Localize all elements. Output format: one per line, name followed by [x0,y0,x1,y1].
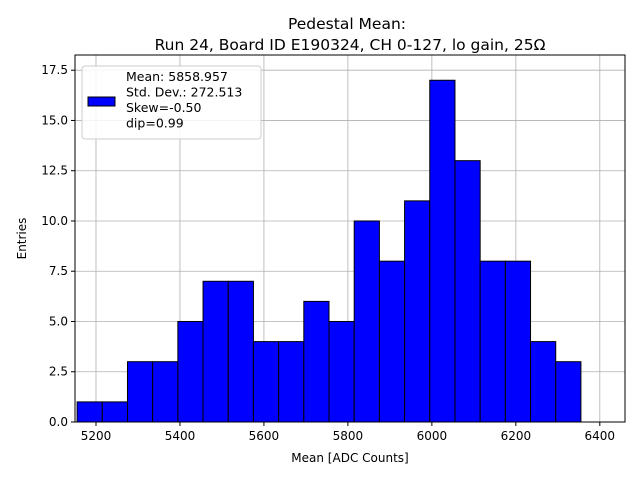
histogram-bar-9 [303,300,330,423]
histogram-bar-5 [202,280,229,423]
histogram-bars [76,79,582,423]
histogram-bar-16 [479,260,506,423]
x-tick-label-6: 6400 [585,429,616,443]
histogram-bar-3 [152,361,179,423]
chart-title-line-2: Run 24, Board ID E190324, CH 0-127, lo g… [155,36,546,54]
plot-frame [74,54,626,423]
legend-swatch [87,96,116,107]
histogram-bar-0 [76,401,103,423]
legend-dip-text: dip=0.99 [126,116,184,131]
x-axis-label: Mean [ADC Counts] [291,451,408,465]
histogram-bar-12 [378,260,406,423]
y-tick-label-4: 10.0 [41,214,68,228]
histogram-bar-7 [252,341,280,423]
axis-ticks: 5200 5400 5600 5800 6000 6200 6400 0.0 2.5 5.0 7.5… [41,63,615,443]
legend-skew-text: Skew=-0.50 [126,100,202,115]
x-tick-label-3: 5800 [333,429,364,443]
chart-title-line-1: Pedestal Mean: [288,15,406,33]
histogram-bar-17 [504,260,532,423]
x-tick-label-0: 5200 [81,429,112,443]
x-tick-label-5: 6200 [501,429,532,443]
y-tick-label-1: 2.5 [49,365,68,379]
histogram-bar-4 [177,320,204,423]
y-tick-label-3: 7.5 [49,264,68,278]
histogram-bar-10 [328,320,355,423]
histogram-bar-18 [530,341,557,423]
histogram-bar-13 [404,200,431,423]
x-tick-label-4: 6000 [417,429,448,443]
x-tick-label-2: 5600 [249,429,280,443]
y-axis-label: Entries [15,218,29,260]
x-tick-label-1: 5400 [165,429,196,443]
histogram-bar-2 [126,361,154,423]
legend: Mean: 5858.957 Std. Dev.: 272.513 Skew=-… [81,65,262,140]
histogram-bar-19 [555,361,582,423]
histogram-bar-1 [101,401,128,423]
y-tick-label-7: 17.5 [41,63,68,77]
y-tick-label-0: 0.0 [49,415,68,429]
histogram-bar-8 [278,341,305,423]
y-tick-label-5: 12.5 [41,164,68,178]
y-tick-label-6: 15.0 [41,113,68,127]
legend-mean-text: Mean: 5858.957 [126,69,228,84]
histogram-bar-15 [454,160,481,423]
histogram-bar-6 [227,280,254,423]
legend-stddev-text: Std. Dev.: 272.513 [126,85,242,100]
y-tick-label-2: 5.0 [49,314,68,328]
legend-box [81,65,262,140]
histogram-bar-11 [353,220,380,423]
histogram-bar-14 [429,79,456,423]
